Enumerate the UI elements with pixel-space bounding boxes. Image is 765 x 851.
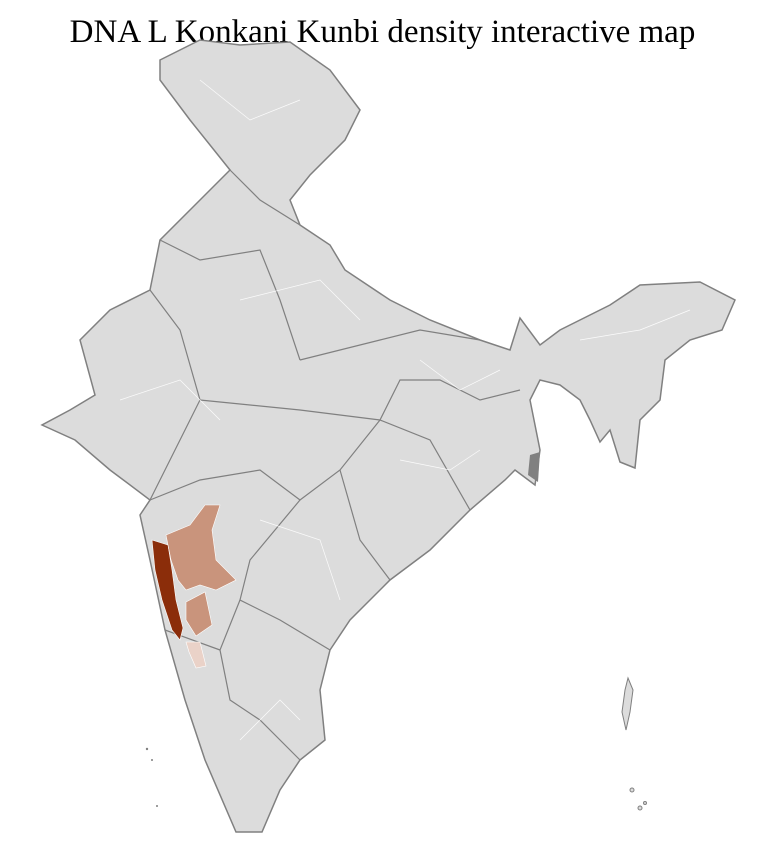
region-medium-density[interactable] bbox=[165, 504, 237, 591]
region-low-density[interactable] bbox=[185, 641, 207, 669]
state-borders bbox=[149, 169, 521, 761]
india-outline[interactable] bbox=[40, 39, 736, 833]
andaman-nicobar-islands[interactable] bbox=[621, 676, 647, 811]
district-borders bbox=[119, 79, 691, 741]
region-medium-density[interactable] bbox=[185, 591, 213, 637]
lakshadweep-islands bbox=[145, 747, 158, 807]
region-high-density[interactable] bbox=[151, 539, 184, 641]
west-bengal-delta bbox=[528, 452, 540, 482]
map-title: DNA L Konkani Kunbi density interactive … bbox=[69, 14, 696, 50]
